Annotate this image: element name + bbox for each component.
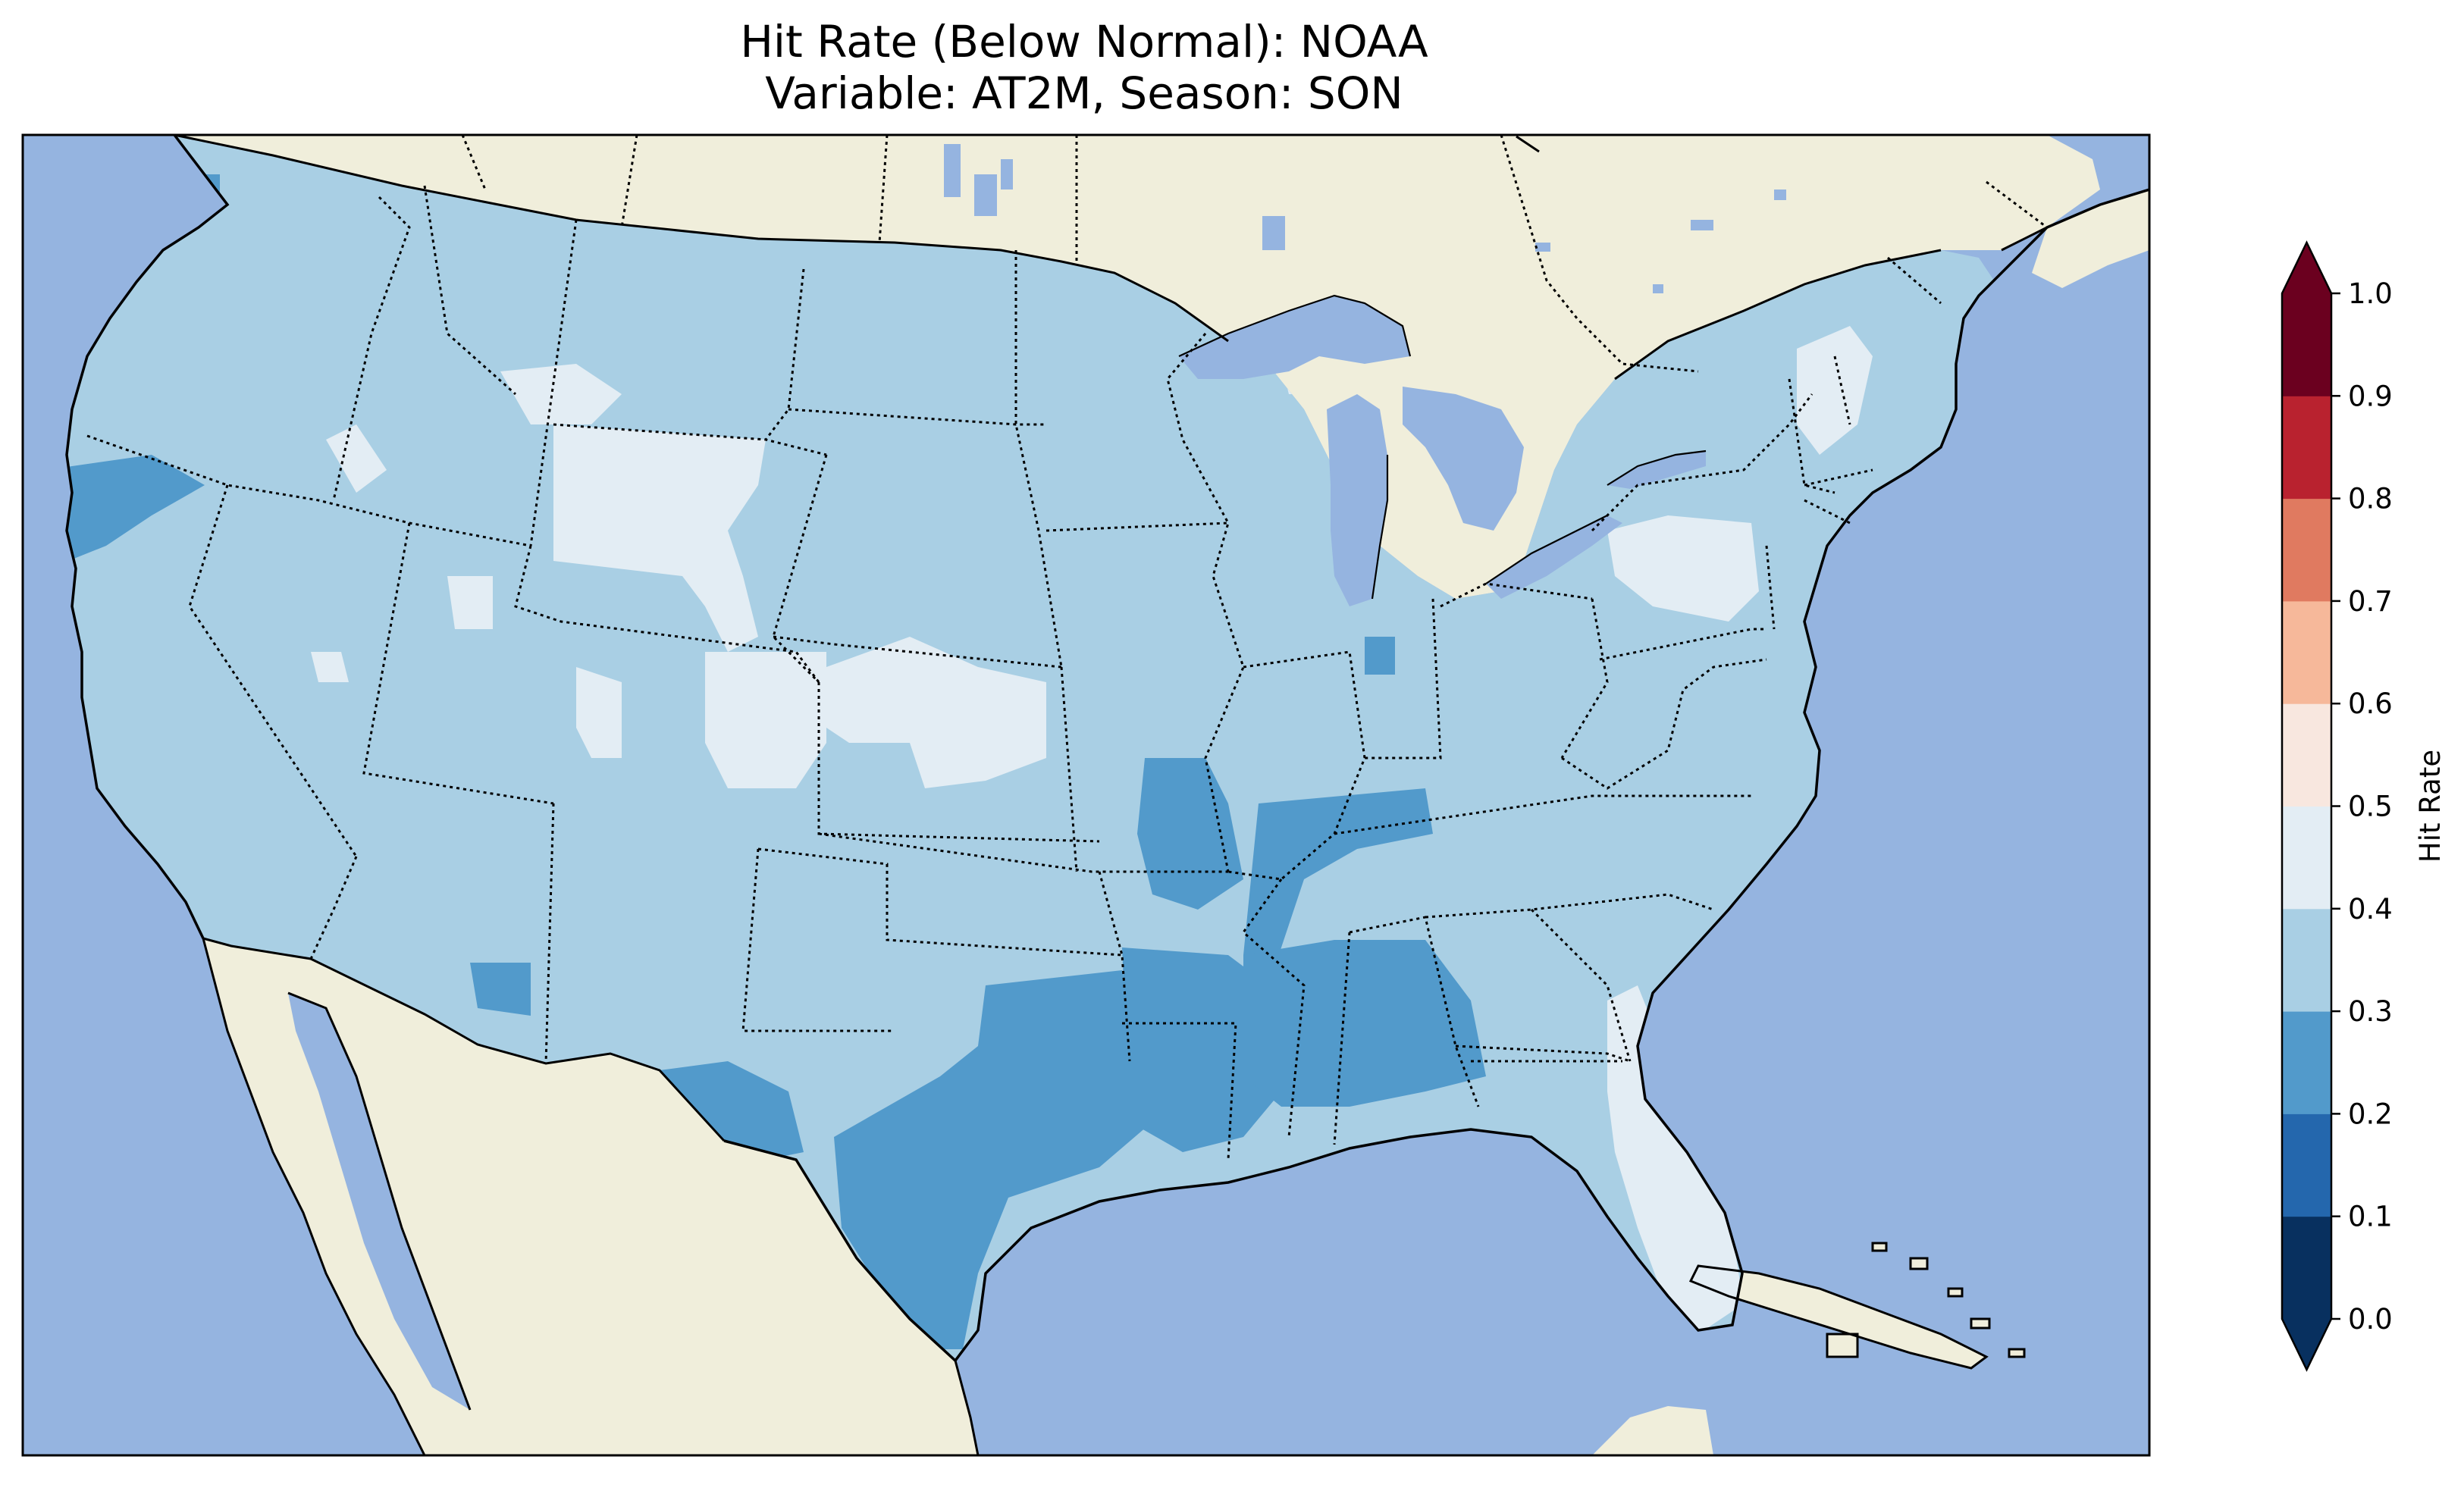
patch-idaho-cloud (500, 364, 622, 424)
patch-arizona-speck (470, 963, 531, 1016)
patch-texas (834, 970, 1152, 1349)
colorbar-tick-label: 0.0 (2348, 1303, 2393, 1336)
colorbar-tick-label: 0.6 (2348, 687, 2393, 720)
colorbar-bin-4 (2282, 806, 2331, 910)
colorbar-extend-min (2282, 1319, 2331, 1370)
patch-mississippi-alabama (1243, 940, 1486, 1107)
cuba-coastline (1688, 1264, 1989, 1370)
patch-pennsylvania (1607, 515, 1759, 622)
colorbar-tick-label: 1.0 (2348, 277, 2393, 310)
great-lakes (1179, 296, 1706, 606)
colorbar-bin-6 (2282, 600, 2331, 704)
colorbar-tick-label: 0.1 (2348, 1201, 2393, 1233)
colorbar-tick-label: 0.5 (2348, 791, 2393, 823)
lake-michigan (1327, 394, 1387, 606)
colorbar-bin-2 (2282, 1011, 2331, 1114)
colorbar-extend-max (2282, 243, 2331, 293)
us-canada-border (174, 135, 1229, 343)
canada-land (174, 135, 2100, 599)
colorbar-bin-5 (2282, 703, 2331, 807)
patch-tennessee (1243, 788, 1433, 970)
gulf-of-california (288, 993, 470, 1410)
lake-erie (1486, 515, 1622, 599)
colorbar-bin-9 (2282, 293, 2331, 396)
colorbar-tick-label: 0.8 (2348, 483, 2393, 515)
patch-kansas (826, 637, 1046, 788)
colorbar-label: Hit Rate (2414, 750, 2447, 863)
map-frame (21, 133, 2151, 1457)
state-boundaries (86, 135, 2048, 1160)
colorbar-tick-label: 0.2 (2348, 1098, 2393, 1130)
patch-indiana-speck (1365, 637, 1395, 675)
canada-coastline (1516, 135, 2048, 381)
patch-nevada (447, 576, 493, 629)
colorbar: 0.0 0.1 0.2 0.3 0.4 0.5 0.6 0.7 0.8 0.9 1.0 Hit Rat… (2281, 240, 2447, 1372)
maritimes-land (2032, 189, 2149, 288)
patch-missouri-south (1137, 758, 1243, 910)
patch-wyoming (553, 424, 766, 652)
colorbar-tick-label: 0.4 (2348, 893, 2393, 926)
patch-utah-speck (576, 667, 622, 758)
colorbar-bin-0 (2282, 1216, 2331, 1320)
patch-idaho-speck (326, 424, 387, 493)
colorbar-bin-7 (2282, 498, 2331, 602)
patch-new-england (1797, 326, 1873, 455)
patch-oregon-speck (311, 652, 349, 682)
yucatan-land (1592, 1406, 1713, 1455)
lake-ontario (1607, 451, 1706, 489)
canadian-lakes (944, 144, 1786, 293)
colorbar-bin-8 (2282, 396, 2331, 500)
map-subtitle: Variable: AT2M, Season: SON (765, 67, 1403, 119)
patch-colorado (705, 652, 826, 788)
mexico-coastline (202, 938, 980, 1455)
map-title: Hit Rate (Below Normal): NOAA (740, 16, 1428, 67)
lakes-outline (1178, 294, 1707, 600)
colorbar-tick-label: 0.7 (2348, 585, 2393, 618)
colorbar-tick-label: 0.3 (2348, 995, 2393, 1028)
patch-california-north (67, 455, 205, 561)
colorbar-bin-1 (2282, 1113, 2331, 1217)
colorbar-bin-3 (2282, 908, 2331, 1012)
us-mexico-border (202, 937, 726, 1142)
patch-texas-west (660, 1061, 804, 1167)
lake-huron (1403, 387, 1524, 531)
cuba-land (1691, 1266, 1986, 1368)
lake-superior (1179, 296, 1410, 379)
caribbean-islands (1826, 1242, 2026, 1358)
us-coastline (65, 135, 2149, 1363)
colorbar-tick-label: 0.9 (2348, 380, 2393, 412)
